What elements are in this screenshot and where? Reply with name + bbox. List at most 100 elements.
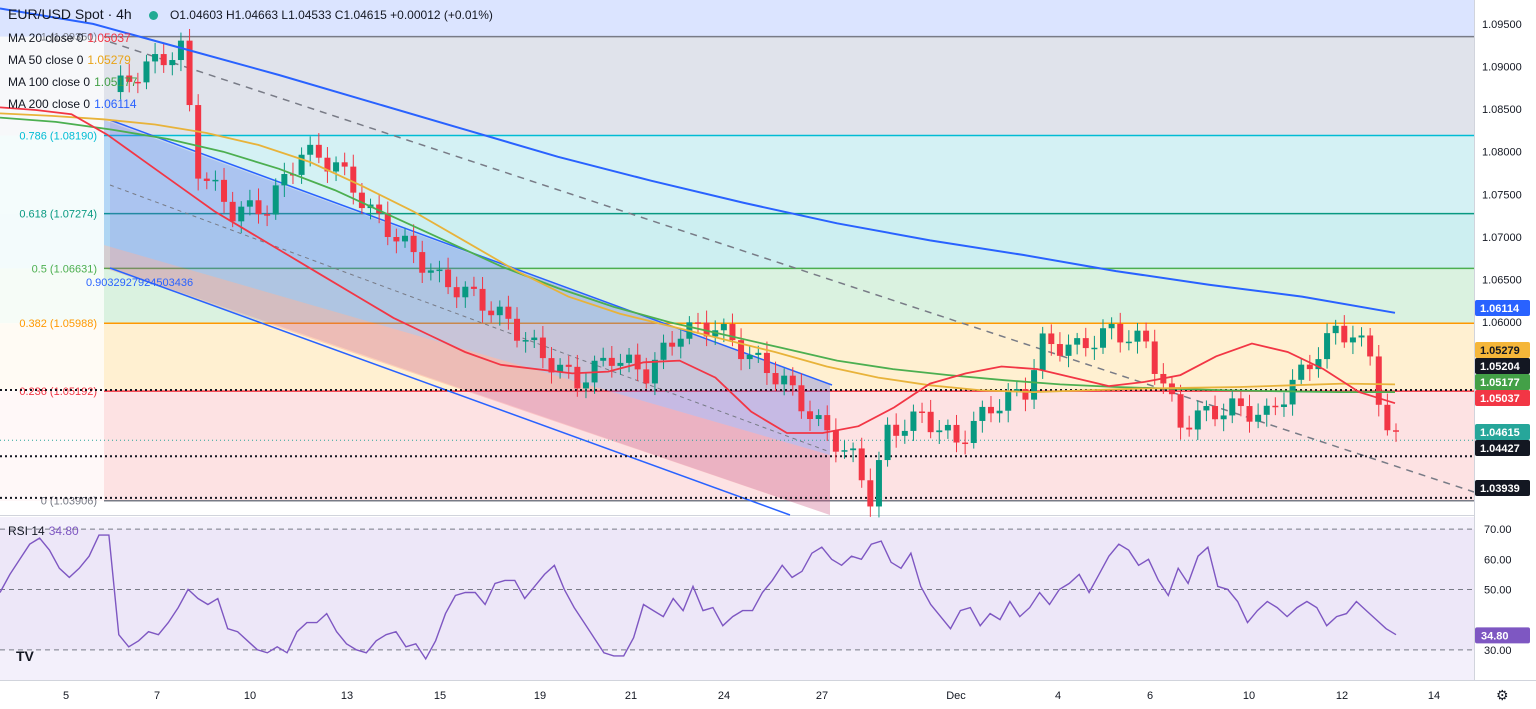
- candle-body: [772, 373, 779, 385]
- price-tick-label: 1.06000: [1482, 317, 1522, 329]
- candle-body: [221, 179, 228, 202]
- time-tick-label: 10: [244, 690, 256, 702]
- rsi-tick-label: 70.00: [1484, 524, 1512, 536]
- time-tick-label: 21: [625, 690, 637, 702]
- time-tick-label: 24: [718, 690, 730, 702]
- fib-label: 0.786 (1.08190): [19, 131, 97, 143]
- candle-body: [1332, 325, 1339, 334]
- candle-body: [1194, 410, 1201, 430]
- candle-body: [832, 430, 839, 452]
- candle-body: [677, 338, 684, 347]
- candle-body: [1203, 406, 1210, 411]
- candle-body: [134, 81, 141, 84]
- candle-body: [617, 362, 624, 366]
- candle-body: [1358, 335, 1365, 338]
- candle-body: [850, 448, 857, 451]
- candle-body: [936, 430, 943, 433]
- candle-body: [1151, 341, 1158, 374]
- candle-body: [203, 178, 210, 181]
- candle-body: [531, 337, 538, 341]
- channel-bottom-line: [109, 267, 791, 516]
- channel-label: 0.9032927924503436: [86, 277, 193, 289]
- candle-body: [1065, 344, 1072, 356]
- rsi-legend[interactable]: RSI 14 34.80: [8, 524, 79, 538]
- candle-body: [470, 286, 477, 289]
- candle-body: [970, 420, 977, 443]
- candle-body: [160, 54, 167, 66]
- candle-body: [1177, 394, 1184, 428]
- candle-body: [738, 340, 745, 360]
- candle-body: [1367, 335, 1374, 357]
- time-tick-label: 5: [63, 690, 69, 702]
- time-tick-label: 7: [154, 690, 160, 702]
- candle-body: [522, 340, 529, 342]
- rsi-line: [0, 534, 1397, 661]
- candle-body: [143, 61, 150, 83]
- tradingview-logo[interactable]: TV: [16, 648, 34, 664]
- candle-body: [824, 415, 831, 431]
- candle-body: [479, 288, 486, 311]
- candle-body: [996, 410, 1003, 414]
- ma200-value: 1.06114: [94, 97, 137, 111]
- candle-body: [1117, 323, 1124, 343]
- rsi-tick-label: 30.00: [1484, 645, 1512, 657]
- time-tick-label: 15: [434, 690, 446, 702]
- candle-body: [548, 358, 555, 373]
- candle-body: [1393, 430, 1399, 432]
- candle-body: [643, 369, 650, 384]
- candle-body: [901, 430, 908, 436]
- fib-label: 0.5 (1.06631): [32, 263, 97, 275]
- candle-body: [1349, 337, 1356, 343]
- candle-body: [393, 237, 400, 242]
- candle-body: [1125, 341, 1132, 344]
- rsi-value: 34.80: [48, 524, 79, 538]
- candle-body: [264, 214, 271, 216]
- candle-body: [927, 411, 934, 433]
- candle-body: [1039, 333, 1046, 371]
- time-tick-label: 4: [1055, 690, 1061, 702]
- rsi-tick-label: 50.00: [1484, 584, 1512, 596]
- candle-body: [600, 357, 607, 361]
- ma100-label: MA 100 close 0: [8, 75, 91, 89]
- channel-lower-fill: [104, 245, 830, 515]
- candle-body: [229, 201, 236, 222]
- time-tick-label: 27: [816, 690, 828, 702]
- price-tag-label: 1.05177: [1480, 377, 1520, 389]
- gear-icon[interactable]: ⚙: [1496, 687, 1509, 703]
- time-tick-label: Dec: [946, 690, 966, 702]
- price-tick-label: 1.06500: [1482, 275, 1522, 287]
- candle-body: [1220, 415, 1227, 420]
- price-tag: [1475, 300, 1530, 316]
- ma100-legend[interactable]: MA 100 close 0 1.05177: [8, 75, 137, 89]
- price-tick-label: 1.07000: [1482, 232, 1522, 244]
- ma200-legend[interactable]: MA 200 close 0 1.06114: [8, 97, 137, 111]
- candle-body: [574, 366, 581, 389]
- candle-body: [333, 162, 340, 172]
- symbol-title[interactable]: EUR/USD Spot · 4h: [8, 6, 132, 22]
- candle-body: [703, 322, 710, 337]
- price-tag: [1475, 480, 1530, 496]
- candle-body: [1375, 356, 1382, 405]
- candle-body: [1091, 347, 1098, 350]
- candle-body: [755, 352, 762, 355]
- candle-body: [910, 411, 917, 431]
- candle-body: [798, 385, 805, 412]
- rsi-tag: [1475, 627, 1530, 644]
- ma20-legend[interactable]: MA 20 close 0 1.05037: [8, 31, 131, 45]
- candle-body: [488, 310, 495, 316]
- candle-body: [582, 382, 589, 389]
- candle-body: [1315, 359, 1322, 370]
- candle-body: [539, 337, 546, 359]
- fib-label: 0.236 (1.05192): [19, 386, 97, 398]
- candle-body: [893, 424, 900, 436]
- candle-body: [953, 424, 960, 443]
- fib-zone: [0, 213, 1474, 269]
- ma50-line: [0, 112, 1396, 394]
- candle-body: [987, 406, 994, 414]
- ma50-legend[interactable]: MA 50 close 0 1.05279: [8, 53, 131, 67]
- candle-body: [212, 179, 219, 182]
- market-status-icon: [149, 11, 159, 21]
- candle-body: [1100, 328, 1107, 348]
- candle-body: [1186, 427, 1193, 430]
